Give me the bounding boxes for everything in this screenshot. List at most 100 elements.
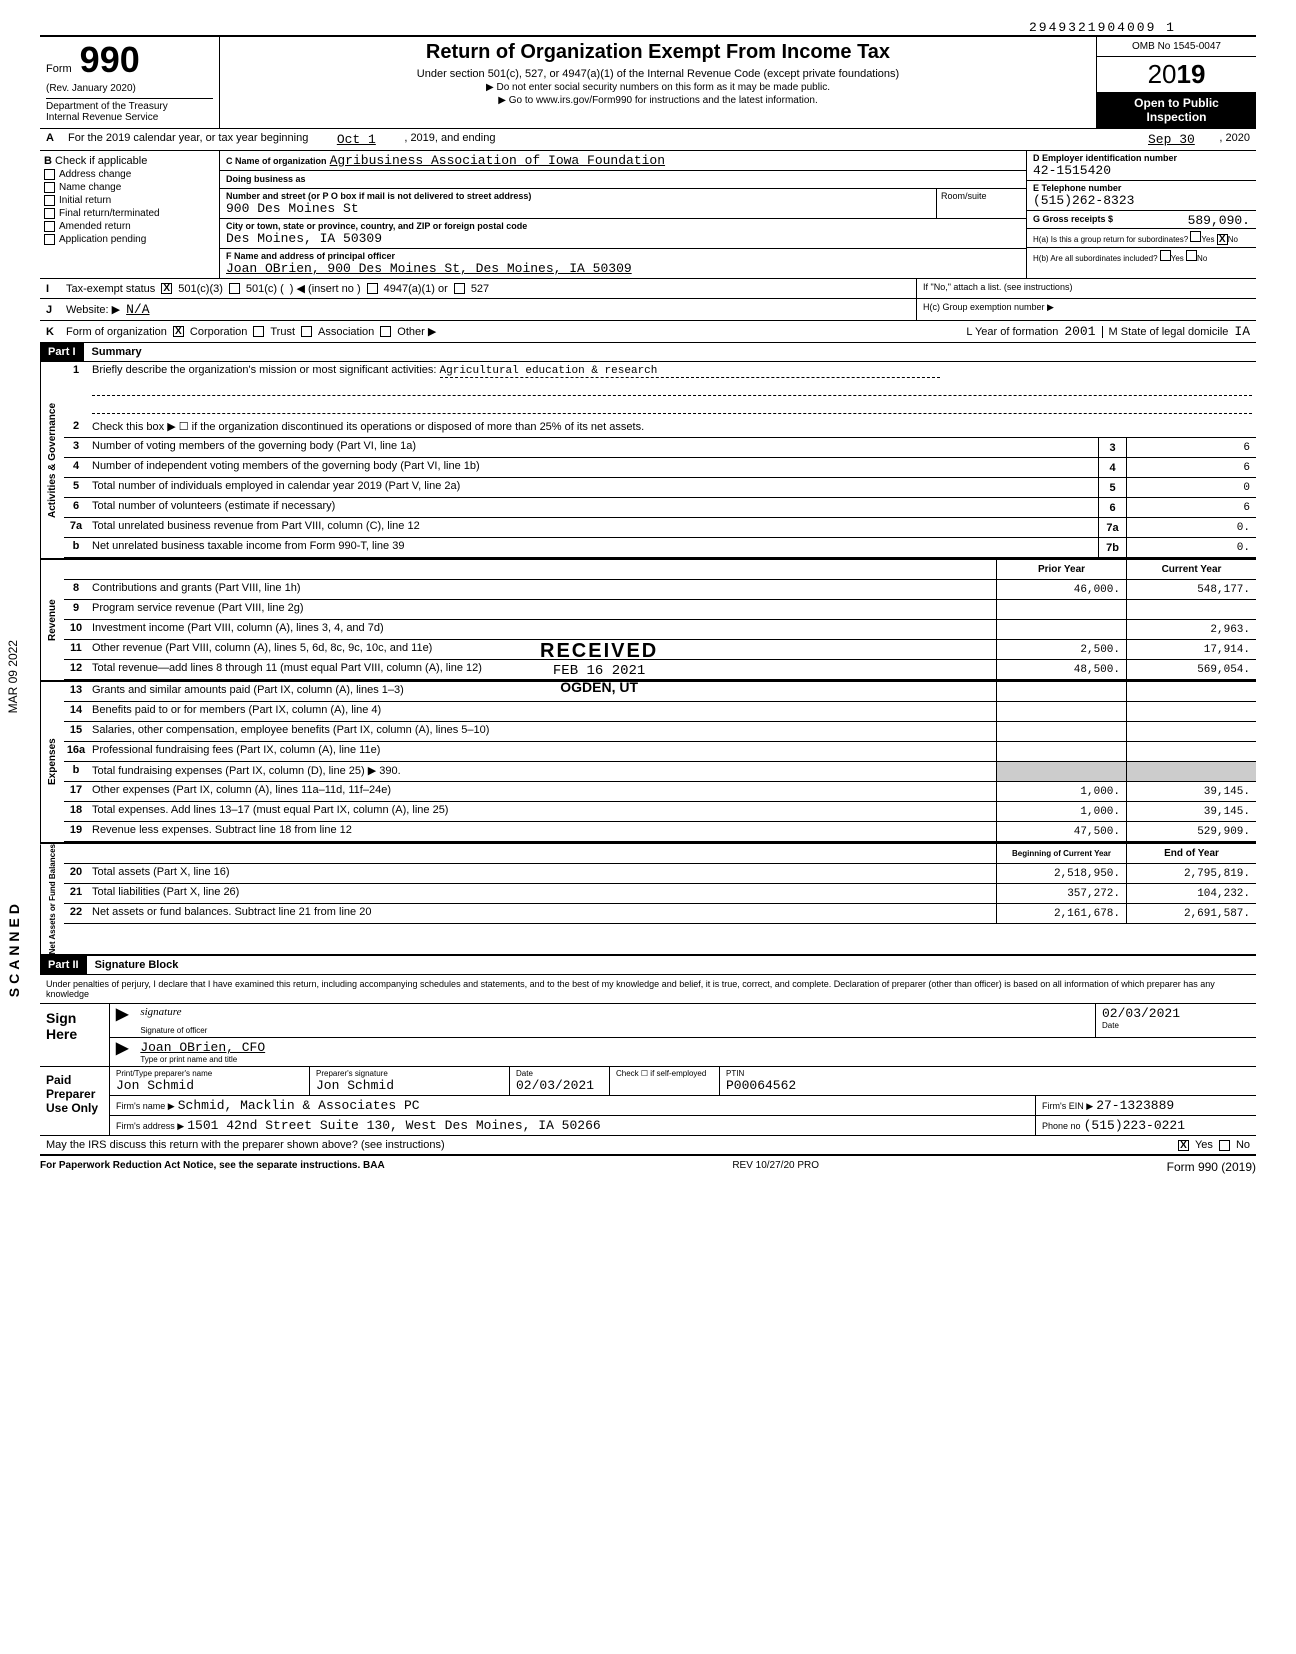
line-text: Total number of individuals employed in …: [88, 478, 1098, 497]
form-label: Form: [46, 63, 72, 75]
arrow-icon: ▶: [110, 1004, 134, 1037]
form-title: Return of Organization Exempt From Incom…: [228, 41, 1088, 64]
firm-name-label: Firm's name ▶: [116, 1101, 175, 1111]
current-value: [1126, 722, 1256, 741]
line-num: 10: [64, 620, 88, 639]
sig-date-label: Date: [1102, 1021, 1250, 1030]
mission-blank-1: [92, 380, 1252, 396]
line-text: Number of independent voting members of …: [88, 458, 1098, 477]
line-box: 5: [1098, 478, 1126, 497]
chk-final-return[interactable]: [44, 208, 55, 219]
form-header: Form 990 (Rev. January 2020) Department …: [40, 35, 1256, 129]
col-prior-hdr: Prior Year: [996, 560, 1126, 579]
vert-revenue: Revenue: [40, 560, 64, 680]
opt-corp: Corporation: [190, 326, 247, 338]
discuss-yes: Yes: [1195, 1139, 1213, 1151]
table-row: 3Number of voting members of the governi…: [64, 438, 1256, 458]
chk-app-pending[interactable]: [44, 234, 55, 245]
row-a-endyear: , 2020: [1219, 132, 1250, 147]
chk-amended[interactable]: [44, 221, 55, 232]
opt-4947: 4947(a)(1) or: [384, 283, 448, 295]
hb-label: H(b) Are all subordinates included?: [1033, 254, 1158, 263]
chk-hb-yes[interactable]: [1160, 250, 1171, 261]
chk-discuss-yes[interactable]: X: [1178, 1140, 1189, 1151]
section-bcd: B Check if applicable Address change Nam…: [40, 151, 1256, 279]
chk-initial-return[interactable]: [44, 195, 55, 206]
governance-section: Activities & Governance 1 Briefly descri…: [40, 362, 1256, 560]
chk-corp[interactable]: X: [173, 326, 184, 337]
prior-value: [996, 682, 1126, 701]
table-row: 20Total assets (Part X, line 16)2,518,95…: [64, 864, 1256, 884]
table-row: bTotal fundraising expenses (Part IX, co…: [64, 762, 1256, 782]
lbl-address-change: Address change: [59, 169, 131, 180]
arrow-icon-2: ▶: [110, 1038, 134, 1066]
side-scanned: SCANNED: [6, 900, 22, 997]
chk-ha-no[interactable]: X: [1217, 234, 1228, 245]
line-text: Salaries, other compensation, employee b…: [88, 722, 996, 741]
form-subtitle-2: ▶ Do not enter social security numbers o…: [228, 82, 1088, 93]
chk-other[interactable]: [380, 326, 391, 337]
line-num: 5: [64, 478, 88, 497]
mission-blank-2: [92, 398, 1252, 414]
chk-527[interactable]: [454, 283, 465, 294]
prior-value: [996, 722, 1126, 741]
line-value: 0.: [1126, 518, 1256, 537]
letter-b: B: [44, 155, 52, 167]
row-i: I Tax-exempt status X501(c)(3) 501(c) ( …: [40, 279, 1256, 299]
ha-no: No: [1228, 235, 1238, 244]
chk-address-change[interactable]: [44, 169, 55, 180]
letter-k: K: [46, 326, 60, 338]
current-value: [1126, 742, 1256, 761]
chk-discuss-no[interactable]: [1219, 1140, 1230, 1151]
line-text: Net unrelated business taxable income fr…: [88, 538, 1098, 557]
current-value: 39,145.: [1126, 802, 1256, 821]
row-a-mid: , 2019, and ending: [404, 132, 495, 147]
chk-hb-no[interactable]: [1186, 250, 1197, 261]
chk-trust[interactable]: [253, 326, 264, 337]
line-num: 21: [64, 884, 88, 903]
table-row: 4Number of independent voting members of…: [64, 458, 1256, 478]
col-end-hdr: End of Year: [1126, 844, 1256, 863]
line-num: b: [64, 762, 88, 781]
table-row: 13Grants and similar amounts paid (Part …: [64, 682, 1256, 702]
part2-title: Signature Block: [87, 959, 179, 971]
prep-date: 02/03/2021: [516, 1078, 603, 1093]
opt-trust: Trust: [270, 326, 295, 338]
chk-assoc[interactable]: [301, 326, 312, 337]
line-text: Total assets (Part X, line 16): [88, 864, 996, 883]
l-label: L Year of formation: [966, 326, 1058, 338]
chk-501c3[interactable]: X: [161, 283, 172, 294]
line-text: Professional fundraising fees (Part IX, …: [88, 742, 996, 761]
prior-value: 2,161,678.: [996, 904, 1126, 923]
footer-right: Form 990 (2019): [1167, 1160, 1256, 1174]
side-date: MAR 09 2022: [6, 640, 20, 713]
table-row: 15Salaries, other compensation, employee…: [64, 722, 1256, 742]
prep-date-label: Date: [516, 1069, 603, 1078]
line-text: Revenue less expenses. Subtract line 18 …: [88, 822, 996, 841]
phone-label: E Telephone number: [1033, 183, 1250, 193]
current-value: [1126, 682, 1256, 701]
chk-4947[interactable]: [367, 283, 378, 294]
paid-preparer-label: Paid Preparer Use Only: [40, 1067, 110, 1135]
officer-name-title: Joan OBrien, CFO: [140, 1040, 1250, 1055]
letter-i: I: [46, 283, 60, 295]
line-value: 0.: [1126, 538, 1256, 557]
table-row: 12Total revenue—add lines 8 through 11 (…: [64, 660, 1256, 680]
form-subtitle-1: Under section 501(c), 527, or 4947(a)(1)…: [228, 68, 1088, 80]
line-box: 7a: [1098, 518, 1126, 537]
part1-hdr: Part I: [40, 343, 84, 361]
table-row: 16aProfessional fundraising fees (Part I…: [64, 742, 1256, 762]
vert-netassets: Net Assets or Fund Balances: [40, 844, 64, 954]
table-row: 21Total liabilities (Part X, line 26)357…: [64, 884, 1256, 904]
chk-501c[interactable]: [229, 283, 240, 294]
hb-no: No: [1197, 254, 1207, 263]
table-row: 8Contributions and grants (Part VIII, li…: [64, 580, 1256, 600]
line1-text: Briefly describe the organization's miss…: [92, 364, 436, 376]
chk-ha-yes[interactable]: [1190, 231, 1201, 242]
prior-value: [996, 620, 1126, 639]
omb-number: OMB No 1545-0047: [1097, 37, 1256, 57]
chk-name-change[interactable]: [44, 182, 55, 193]
sig-date: 02/03/2021: [1102, 1006, 1250, 1021]
form-number: 990: [80, 39, 140, 81]
part1-title: Summary: [84, 346, 142, 358]
